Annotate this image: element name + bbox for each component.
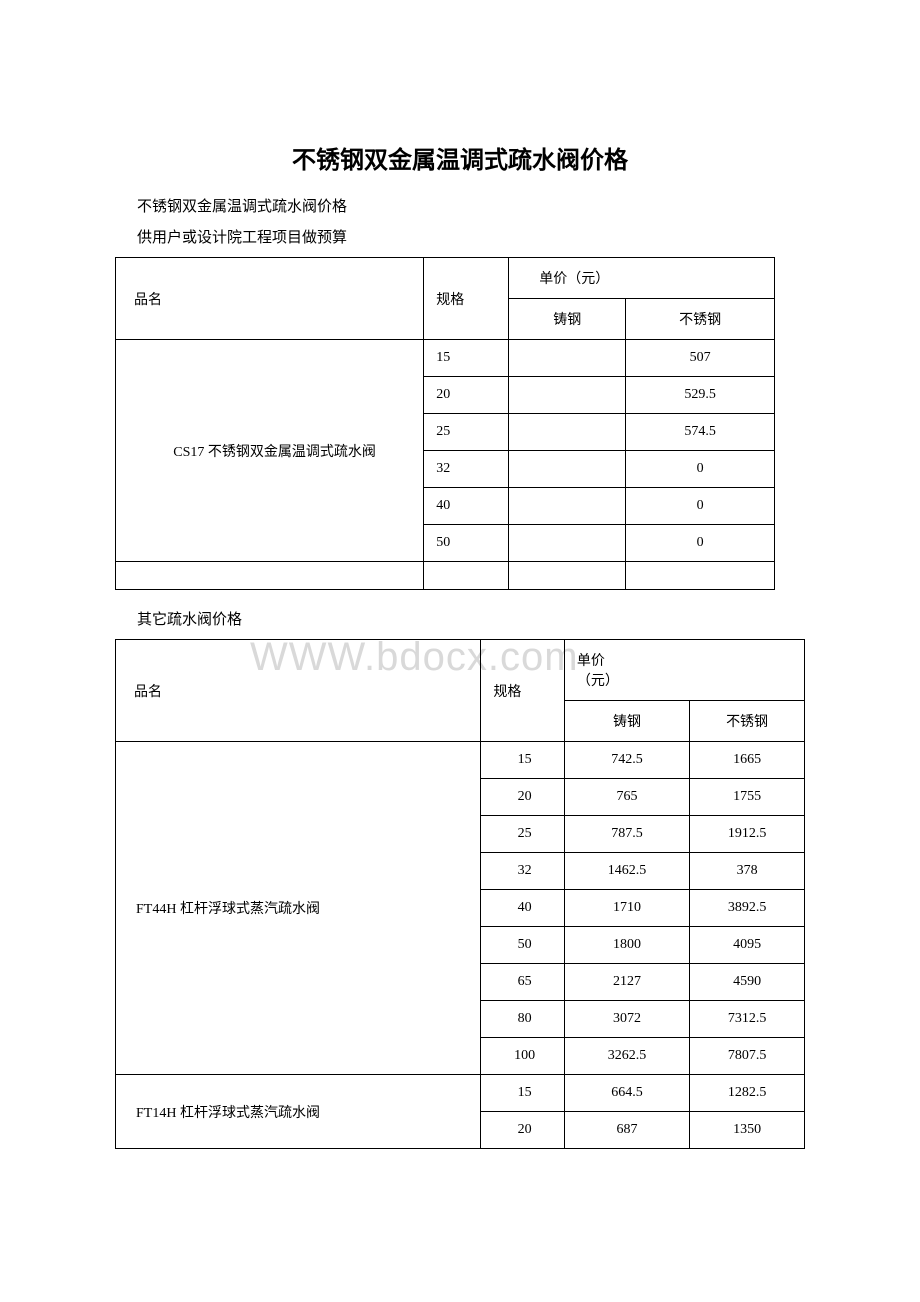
cast-price-cell [509, 525, 626, 562]
cast-price-cell: 687 [564, 1112, 689, 1149]
header-price-label: 单价（元） [577, 654, 619, 689]
spec-cell: 15 [424, 340, 509, 377]
cast-price-cell: 787.5 [564, 816, 689, 853]
spec-cell: 50 [424, 525, 509, 562]
header-spec: 规格 [424, 258, 509, 340]
stainless-price-cell: 3892.5 [690, 890, 805, 927]
empty-cell [626, 562, 775, 590]
subtitle-2: 供用户或设计院工程项目做预算 [115, 226, 805, 247]
table-header-row: 品名 规格 单价（元） [116, 258, 775, 299]
spec-cell: 100 [481, 1038, 565, 1075]
stainless-price-cell: 1665 [690, 742, 805, 779]
header-name: 品名 [116, 640, 481, 742]
stainless-price-cell: 1912.5 [690, 816, 805, 853]
spec-cell: 40 [424, 488, 509, 525]
cast-price-cell: 664.5 [564, 1075, 689, 1112]
header-stainless: 不锈钢 [690, 701, 805, 742]
product-name-cell: CS17 不锈钢双金属温调式疏水阀 [116, 340, 424, 562]
stainless-price-cell: 529.5 [626, 377, 775, 414]
stainless-price-cell: 4590 [690, 964, 805, 1001]
cast-price-cell: 3262.5 [564, 1038, 689, 1075]
header-stainless: 不锈钢 [626, 299, 775, 340]
stainless-price-cell: 7312.5 [690, 1001, 805, 1038]
stainless-price-cell: 0 [626, 488, 775, 525]
spec-cell: 32 [424, 451, 509, 488]
spec-cell: 15 [481, 742, 565, 779]
stainless-price-cell: 378 [690, 853, 805, 890]
spec-cell: 50 [481, 927, 565, 964]
stainless-price-cell: 574.5 [626, 414, 775, 451]
stainless-price-cell: 4095 [690, 927, 805, 964]
cast-price-cell: 3072 [564, 1001, 689, 1038]
cast-price-cell: 742.5 [564, 742, 689, 779]
document-content: 不锈钢双金属温调式疏水阀价格 不锈钢双金属温调式疏水阀价格 供用户或设计院工程项… [115, 140, 805, 1149]
cast-price-cell: 1800 [564, 927, 689, 964]
stainless-price-cell: 507 [626, 340, 775, 377]
cast-price-cell: 765 [564, 779, 689, 816]
spec-cell: 32 [481, 853, 565, 890]
cast-price-cell [509, 377, 626, 414]
stainless-price-cell: 1350 [690, 1112, 805, 1149]
table-header-row: 品名 规格 单价（元） [116, 640, 805, 701]
spec-cell: 80 [481, 1001, 565, 1038]
stainless-price-cell: 0 [626, 451, 775, 488]
spec-cell: 20 [424, 377, 509, 414]
price-table-2: 品名 规格 单价（元） 铸钢 不锈钢 FT44H 杠杆浮球式蒸汽疏水阀15742… [115, 639, 805, 1149]
cast-price-cell [509, 414, 626, 451]
cast-price-cell [509, 340, 626, 377]
spec-cell: 15 [481, 1075, 565, 1112]
cast-price-cell: 1710 [564, 890, 689, 927]
spec-cell: 40 [481, 890, 565, 927]
cast-price-cell [509, 451, 626, 488]
header-name: 品名 [116, 258, 424, 340]
stainless-price-cell: 1282.5 [690, 1075, 805, 1112]
subtitle-3: 其它疏水阀价格 [115, 608, 805, 629]
cast-price-cell: 2127 [564, 964, 689, 1001]
header-cast: 铸钢 [564, 701, 689, 742]
cast-price-cell [509, 488, 626, 525]
table-empty-row [116, 562, 775, 590]
header-cast: 铸钢 [509, 299, 626, 340]
empty-cell [509, 562, 626, 590]
stainless-price-cell: 0 [626, 525, 775, 562]
spec-cell: 65 [481, 964, 565, 1001]
spec-cell: 20 [481, 779, 565, 816]
empty-cell [116, 562, 424, 590]
header-price: 单价（元） [509, 258, 775, 299]
page-title: 不锈钢双金属温调式疏水阀价格 [115, 140, 805, 175]
table-row: CS17 不锈钢双金属温调式疏水阀15507 [116, 340, 775, 377]
spec-cell: 25 [424, 414, 509, 451]
empty-cell [424, 562, 509, 590]
header-spec: 规格 [481, 640, 565, 742]
spec-cell: 25 [481, 816, 565, 853]
cast-price-cell: 1462.5 [564, 853, 689, 890]
product-name-cell: FT14H 杠杆浮球式蒸汽疏水阀 [116, 1075, 481, 1149]
table-row: FT14H 杠杆浮球式蒸汽疏水阀15664.51282.5 [116, 1075, 805, 1112]
stainless-price-cell: 7807.5 [690, 1038, 805, 1075]
subtitle-1: 不锈钢双金属温调式疏水阀价格 [115, 195, 805, 216]
product-name-cell: FT44H 杠杆浮球式蒸汽疏水阀 [116, 742, 481, 1075]
table-row: FT44H 杠杆浮球式蒸汽疏水阀15742.51665 [116, 742, 805, 779]
price-table-1: 品名 规格 单价（元） 铸钢 不锈钢 CS17 不锈钢双金属温调式疏水阀15 50… [115, 257, 775, 590]
stainless-price-cell: 1755 [690, 779, 805, 816]
header-price: 单价（元） [564, 640, 804, 701]
spec-cell: 20 [481, 1112, 565, 1149]
